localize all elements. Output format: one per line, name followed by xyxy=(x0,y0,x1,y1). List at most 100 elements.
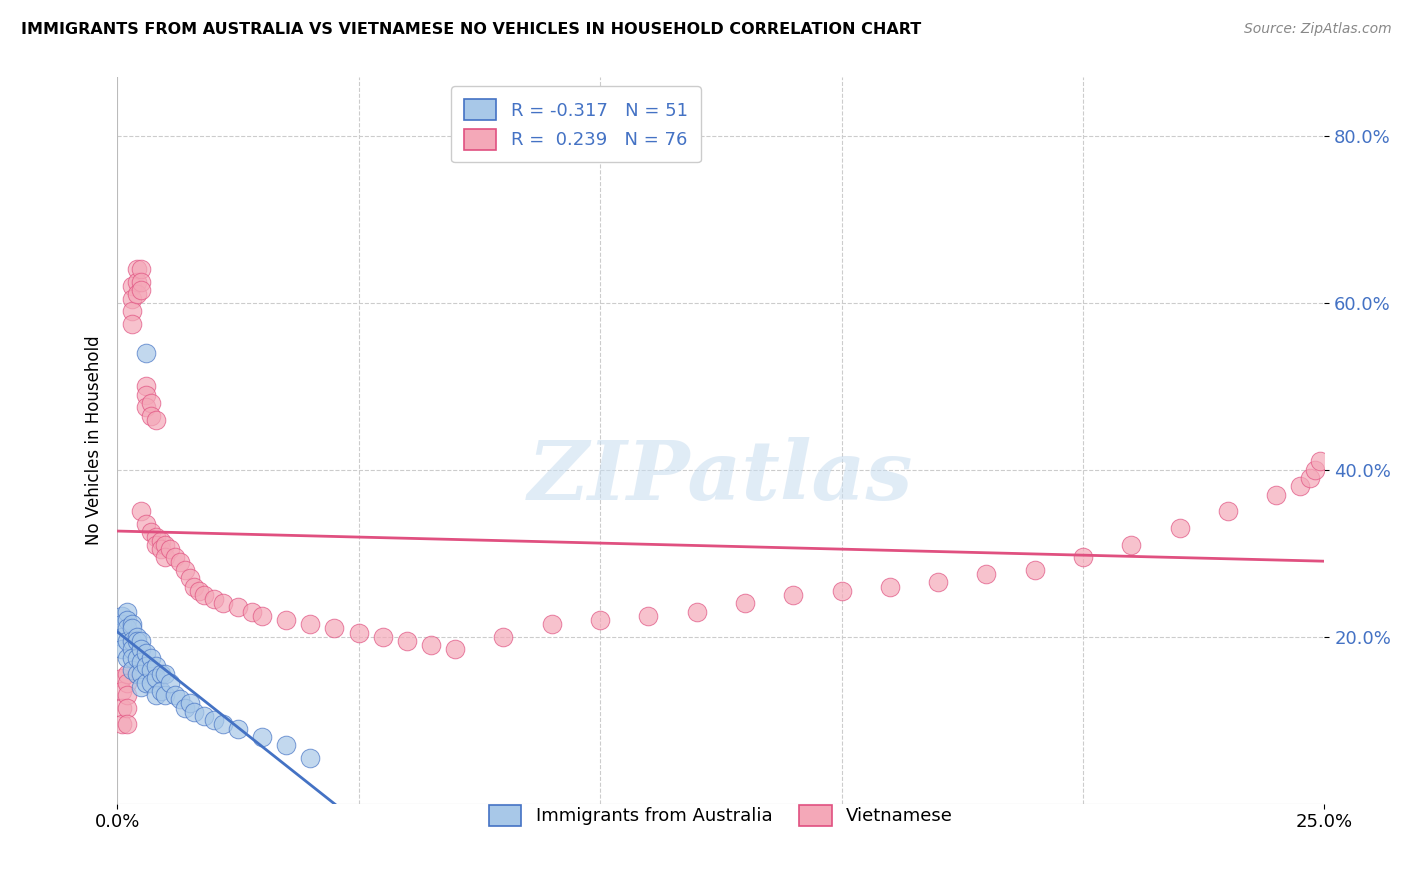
Point xyxy=(831,583,853,598)
Point xyxy=(145,530,167,544)
Point xyxy=(135,346,157,360)
Point xyxy=(121,650,143,665)
Point xyxy=(212,717,235,731)
Point xyxy=(226,722,249,736)
Point xyxy=(115,650,138,665)
Point xyxy=(115,613,138,627)
Point xyxy=(420,638,443,652)
Point xyxy=(202,592,225,607)
Point xyxy=(139,396,162,410)
Point xyxy=(111,672,134,686)
Point xyxy=(169,555,191,569)
Point xyxy=(395,633,418,648)
Point xyxy=(183,580,205,594)
Point xyxy=(193,588,215,602)
Point xyxy=(131,262,153,277)
Point xyxy=(125,630,148,644)
Legend: Immigrants from Australia, Vietnamese: Immigrants from Australia, Vietnamese xyxy=(479,796,962,835)
Point xyxy=(173,700,195,714)
Point xyxy=(1303,463,1326,477)
Point xyxy=(149,667,172,681)
Point xyxy=(179,571,201,585)
Point xyxy=(299,617,322,632)
Point xyxy=(299,750,322,764)
Point xyxy=(149,542,172,557)
Point xyxy=(145,672,167,686)
Point xyxy=(115,717,138,731)
Point xyxy=(111,608,134,623)
Point xyxy=(135,516,157,531)
Point xyxy=(121,617,143,632)
Point xyxy=(111,642,134,657)
Point xyxy=(115,667,138,681)
Text: Source: ZipAtlas.com: Source: ZipAtlas.com xyxy=(1244,22,1392,37)
Point xyxy=(169,692,191,706)
Point xyxy=(115,675,138,690)
Point xyxy=(121,317,143,331)
Point xyxy=(145,412,167,426)
Point xyxy=(131,667,153,681)
Point xyxy=(1289,479,1312,493)
Point xyxy=(1299,471,1322,485)
Point xyxy=(121,292,143,306)
Point xyxy=(121,642,143,657)
Point xyxy=(276,738,298,752)
Point xyxy=(121,279,143,293)
Point xyxy=(111,630,134,644)
Point xyxy=(165,688,187,702)
Point xyxy=(125,262,148,277)
Point xyxy=(976,567,998,582)
Point xyxy=(131,633,153,648)
Point xyxy=(121,621,143,635)
Point xyxy=(115,605,138,619)
Point xyxy=(1265,488,1288,502)
Point xyxy=(115,700,138,714)
Point xyxy=(1024,563,1046,577)
Point xyxy=(149,533,172,548)
Point xyxy=(159,675,181,690)
Point xyxy=(135,647,157,661)
Point xyxy=(1121,538,1143,552)
Point xyxy=(139,663,162,677)
Text: IMMIGRANTS FROM AUSTRALIA VS VIETNAMESE NO VEHICLES IN HOUSEHOLD CORRELATION CHA: IMMIGRANTS FROM AUSTRALIA VS VIETNAMESE … xyxy=(21,22,921,37)
Point xyxy=(155,538,177,552)
Point xyxy=(927,575,949,590)
Point xyxy=(212,596,235,610)
Point xyxy=(125,667,148,681)
Point xyxy=(193,709,215,723)
Point xyxy=(637,608,659,623)
Point xyxy=(250,730,273,744)
Point xyxy=(121,304,143,318)
Point xyxy=(121,633,143,648)
Point xyxy=(121,663,143,677)
Point xyxy=(125,633,148,648)
Point xyxy=(135,400,157,414)
Point xyxy=(111,717,134,731)
Point xyxy=(139,525,162,540)
Point xyxy=(250,608,273,623)
Point xyxy=(159,542,181,557)
Point xyxy=(115,633,138,648)
Point xyxy=(155,688,177,702)
Point xyxy=(155,550,177,565)
Point xyxy=(226,600,249,615)
Y-axis label: No Vehicles in Household: No Vehicles in Household xyxy=(86,335,103,545)
Point xyxy=(111,700,134,714)
Point xyxy=(111,684,134,698)
Point xyxy=(145,538,167,552)
Point xyxy=(492,630,515,644)
Text: ZIPatlas: ZIPatlas xyxy=(529,437,914,516)
Point xyxy=(131,642,153,657)
Point xyxy=(145,659,167,673)
Point xyxy=(1071,550,1094,565)
Point xyxy=(135,379,157,393)
Point xyxy=(131,283,153,297)
Point xyxy=(125,275,148,289)
Point xyxy=(1216,504,1239,518)
Point xyxy=(685,605,707,619)
Point xyxy=(149,684,172,698)
Point xyxy=(115,621,138,635)
Point xyxy=(173,563,195,577)
Point xyxy=(202,713,225,727)
Point xyxy=(183,705,205,719)
